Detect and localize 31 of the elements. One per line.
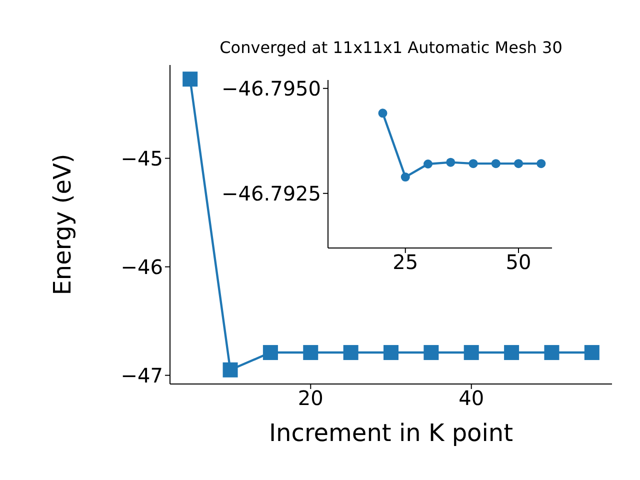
point bbox=[182, 72, 198, 87]
point bbox=[514, 159, 524, 168]
point bbox=[504, 345, 520, 360]
point bbox=[446, 158, 456, 167]
point bbox=[384, 345, 398, 360]
y-tick-label: −45 bbox=[120, 146, 163, 170]
point bbox=[424, 160, 433, 168]
point bbox=[468, 159, 478, 168]
y-tick-label: −46.7925 bbox=[222, 182, 321, 206]
point bbox=[424, 345, 439, 360]
x-tick-label: 20 bbox=[298, 386, 324, 410]
y-axis-title: Energy (eV) bbox=[48, 154, 77, 296]
point bbox=[262, 345, 278, 360]
point bbox=[343, 345, 358, 360]
x-axis-title: Increment in K point bbox=[268, 419, 514, 448]
point bbox=[303, 345, 318, 360]
point bbox=[400, 172, 410, 182]
point bbox=[464, 345, 479, 360]
point bbox=[544, 345, 560, 360]
x-tick-label: 25 bbox=[392, 250, 418, 274]
point bbox=[536, 159, 546, 168]
point bbox=[491, 159, 500, 168]
y-tick-label: −47 bbox=[120, 363, 163, 388]
point bbox=[378, 108, 388, 118]
point bbox=[222, 362, 238, 378]
y-tick-label: −46 bbox=[120, 254, 163, 279]
x-tick-label: 50 bbox=[506, 250, 532, 274]
x-tick-label: 40 bbox=[458, 386, 484, 410]
point bbox=[584, 345, 600, 360]
y-tick-label: −46.7950 bbox=[222, 76, 321, 100]
chart-title: Converged at 11x11x1 Automatic Mesh 30 bbox=[218, 38, 564, 57]
